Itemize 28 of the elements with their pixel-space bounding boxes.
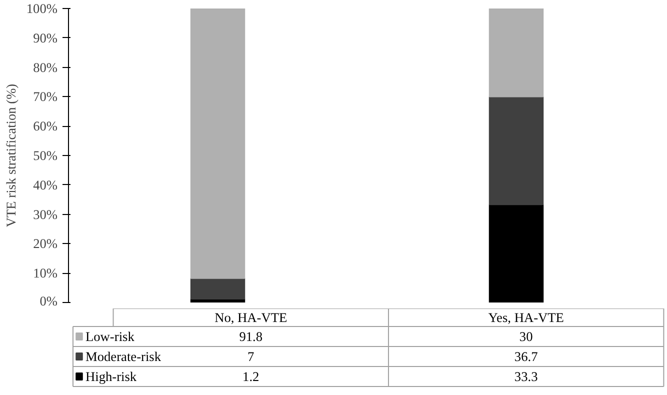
data-label: 30 bbox=[519, 329, 534, 344]
y-tick-label: 20% bbox=[33, 236, 58, 252]
x-tick-label: No, HA-VTE bbox=[214, 310, 288, 325]
data-label: 91.8 bbox=[239, 329, 263, 344]
y-tick-label: 80% bbox=[33, 60, 58, 75]
y-tick-label: 70% bbox=[33, 89, 58, 104]
bar bbox=[488, 96, 544, 206]
bar bbox=[488, 8, 544, 98]
legend-label: Low-risk bbox=[86, 329, 135, 344]
bar bbox=[190, 278, 246, 300]
bar bbox=[488, 204, 544, 302]
data-label: 1.2 bbox=[242, 369, 260, 384]
y-tick-label: 60% bbox=[33, 118, 58, 134]
data-label: 36.7 bbox=[514, 349, 538, 364]
legend-label: High-risk bbox=[86, 369, 137, 384]
y-tick-label: 10% bbox=[33, 266, 58, 281]
y-tick-label: 0% bbox=[40, 294, 58, 308]
data-label: 7 bbox=[248, 349, 255, 364]
y-tick-label: 50% bbox=[33, 148, 58, 163]
y-tick-label: 40% bbox=[33, 177, 58, 192]
y-tick-label: 100% bbox=[26, 1, 58, 16]
y-tick-label: 90% bbox=[33, 30, 58, 46]
legend-label: Moderate-risk bbox=[86, 349, 162, 364]
data-label: 33.3 bbox=[514, 369, 538, 384]
y-tick-label: 30% bbox=[33, 206, 58, 222]
x-tick-label: Yes, HA-VTE bbox=[488, 310, 564, 325]
bar bbox=[190, 8, 246, 279]
y-axis-title: VTE risk stratification (%) bbox=[3, 84, 18, 228]
